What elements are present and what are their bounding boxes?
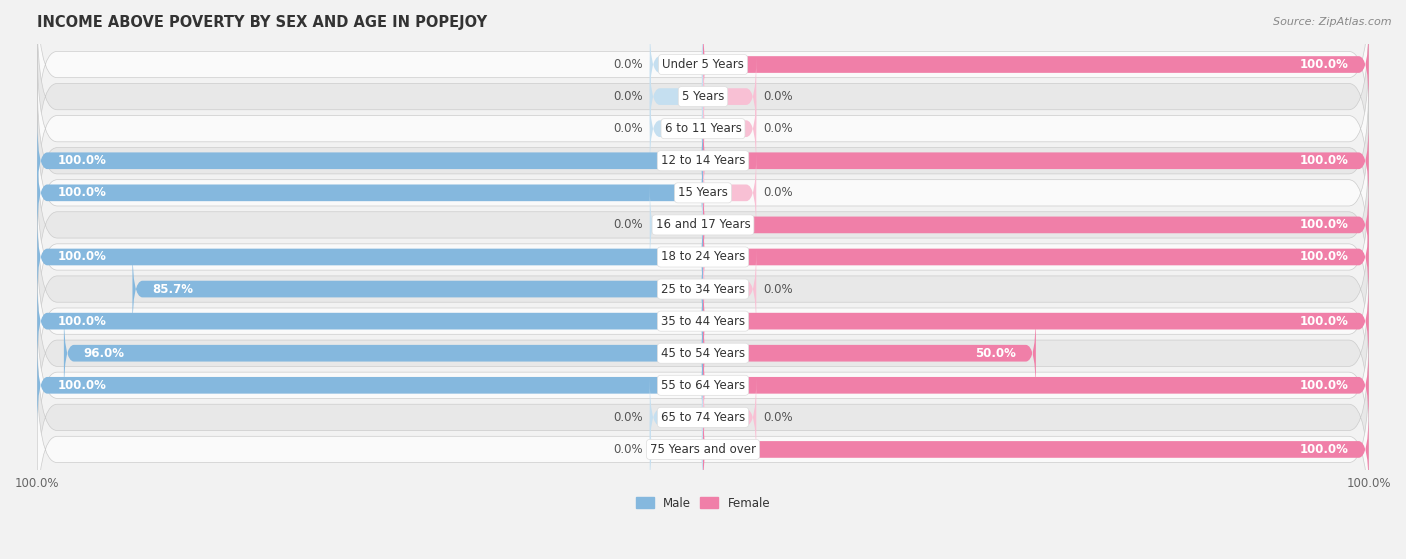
Text: 0.0%: 0.0% xyxy=(613,411,643,424)
Text: 0.0%: 0.0% xyxy=(763,282,793,296)
FancyBboxPatch shape xyxy=(37,121,703,201)
Text: 100.0%: 100.0% xyxy=(1301,250,1348,263)
FancyBboxPatch shape xyxy=(37,270,1369,436)
FancyBboxPatch shape xyxy=(703,185,1369,264)
Text: 0.0%: 0.0% xyxy=(613,219,643,231)
Text: 6 to 11 Years: 6 to 11 Years xyxy=(665,122,741,135)
Text: 85.7%: 85.7% xyxy=(152,282,194,296)
Text: 100.0%: 100.0% xyxy=(1301,154,1348,167)
Text: 0.0%: 0.0% xyxy=(763,90,793,103)
Text: 100.0%: 100.0% xyxy=(58,154,105,167)
Text: 15 Years: 15 Years xyxy=(678,186,728,200)
FancyBboxPatch shape xyxy=(703,249,756,329)
FancyBboxPatch shape xyxy=(703,153,756,233)
FancyBboxPatch shape xyxy=(37,46,1369,212)
FancyBboxPatch shape xyxy=(703,217,1369,297)
Text: 100.0%: 100.0% xyxy=(58,250,105,263)
Text: 0.0%: 0.0% xyxy=(613,443,643,456)
Text: 5 Years: 5 Years xyxy=(682,90,724,103)
FancyBboxPatch shape xyxy=(37,78,1369,244)
Text: 0.0%: 0.0% xyxy=(613,122,643,135)
Text: 100.0%: 100.0% xyxy=(1301,443,1348,456)
FancyBboxPatch shape xyxy=(650,25,703,105)
FancyBboxPatch shape xyxy=(703,89,756,168)
FancyBboxPatch shape xyxy=(132,249,703,329)
Text: 45 to 54 Years: 45 to 54 Years xyxy=(661,347,745,360)
Text: Source: ZipAtlas.com: Source: ZipAtlas.com xyxy=(1274,17,1392,27)
Text: INCOME ABOVE POVERTY BY SEX AND AGE IN POPEJOY: INCOME ABOVE POVERTY BY SEX AND AGE IN P… xyxy=(37,15,488,30)
Text: 16 and 17 Years: 16 and 17 Years xyxy=(655,219,751,231)
Text: 0.0%: 0.0% xyxy=(613,90,643,103)
FancyBboxPatch shape xyxy=(650,377,703,457)
FancyBboxPatch shape xyxy=(650,57,703,136)
FancyBboxPatch shape xyxy=(37,174,1369,340)
Text: 100.0%: 100.0% xyxy=(1301,219,1348,231)
FancyBboxPatch shape xyxy=(37,110,1369,276)
FancyBboxPatch shape xyxy=(37,302,1369,468)
Text: 65 to 74 Years: 65 to 74 Years xyxy=(661,411,745,424)
FancyBboxPatch shape xyxy=(703,410,1369,489)
Text: 100.0%: 100.0% xyxy=(58,186,105,200)
Text: 0.0%: 0.0% xyxy=(763,122,793,135)
FancyBboxPatch shape xyxy=(37,206,1369,372)
FancyBboxPatch shape xyxy=(703,314,1036,393)
FancyBboxPatch shape xyxy=(703,345,1369,425)
Legend: Male, Female: Male, Female xyxy=(630,491,776,515)
Text: 18 to 24 Years: 18 to 24 Years xyxy=(661,250,745,263)
Text: 75 Years and over: 75 Years and over xyxy=(650,443,756,456)
Text: Under 5 Years: Under 5 Years xyxy=(662,58,744,71)
Text: 12 to 14 Years: 12 to 14 Years xyxy=(661,154,745,167)
Text: 100.0%: 100.0% xyxy=(1301,58,1348,71)
Text: 96.0%: 96.0% xyxy=(84,347,125,360)
FancyBboxPatch shape xyxy=(37,153,703,233)
Text: 100.0%: 100.0% xyxy=(1301,379,1348,392)
FancyBboxPatch shape xyxy=(703,281,1369,361)
Text: 100.0%: 100.0% xyxy=(1301,315,1348,328)
FancyBboxPatch shape xyxy=(37,13,1369,179)
Text: 50.0%: 50.0% xyxy=(974,347,1017,360)
FancyBboxPatch shape xyxy=(37,217,703,297)
FancyBboxPatch shape xyxy=(37,0,1369,148)
Text: 100.0%: 100.0% xyxy=(58,379,105,392)
Text: 0.0%: 0.0% xyxy=(763,186,793,200)
FancyBboxPatch shape xyxy=(37,142,1369,308)
FancyBboxPatch shape xyxy=(37,281,703,361)
Text: 0.0%: 0.0% xyxy=(763,411,793,424)
FancyBboxPatch shape xyxy=(703,25,1369,105)
FancyBboxPatch shape xyxy=(650,410,703,489)
Text: 35 to 44 Years: 35 to 44 Years xyxy=(661,315,745,328)
FancyBboxPatch shape xyxy=(650,89,703,168)
Text: 100.0%: 100.0% xyxy=(58,315,105,328)
FancyBboxPatch shape xyxy=(37,334,1369,500)
FancyBboxPatch shape xyxy=(650,185,703,264)
FancyBboxPatch shape xyxy=(37,345,703,425)
FancyBboxPatch shape xyxy=(37,366,1369,533)
Text: 0.0%: 0.0% xyxy=(613,58,643,71)
Text: 55 to 64 Years: 55 to 64 Years xyxy=(661,379,745,392)
FancyBboxPatch shape xyxy=(703,377,756,457)
FancyBboxPatch shape xyxy=(703,121,1369,201)
FancyBboxPatch shape xyxy=(37,238,1369,404)
FancyBboxPatch shape xyxy=(703,57,756,136)
FancyBboxPatch shape xyxy=(63,314,703,393)
Text: 25 to 34 Years: 25 to 34 Years xyxy=(661,282,745,296)
